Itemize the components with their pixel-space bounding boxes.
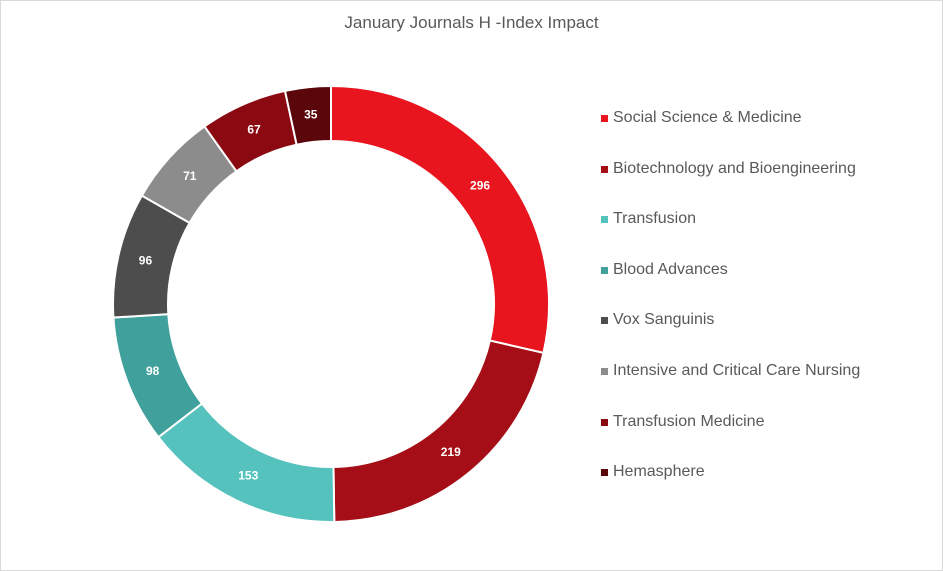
data-label-transfusion-medicine: 67: [247, 123, 261, 137]
data-label-intensive-and-critical-care-nursing: 71: [183, 169, 197, 183]
data-label-biotechnology-and-bioengineering: 219: [441, 445, 461, 459]
data-label-social-science-and-medicine: 296: [470, 178, 490, 192]
donut-data-labels: 296 219 153 98 96 71 67 35: [139, 108, 491, 483]
legend-label: Blood Advances: [613, 260, 728, 278]
donut-slice-hemasphere[interactable]: [283, 84, 332, 146]
chart-title: January Journals H -Index Impact: [344, 13, 599, 32]
chart-legend: Social Science & Medicine Biotechnology a…: [601, 109, 860, 514]
legend-item-intensive-and-critical-care-nursing[interactable]: Intensive and Critical Care Nursing: [601, 362, 860, 413]
legend-swatch: [601, 418, 608, 426]
legend-item-vox-sanguinis[interactable]: Vox Sanguinis: [601, 311, 860, 362]
legend-swatch: [601, 115, 608, 122]
legend-label: Biotechnology and Bioengineering: [613, 159, 856, 177]
legend-item-biotechnology-and-bioengineering[interactable]: Biotechnology and Bioengineering: [601, 160, 860, 211]
legend-label: Vox Sanguinis: [613, 311, 715, 329]
donut-slice-biotechnology-and-bioengineering[interactable]: [332, 339, 545, 523]
donut-slices: [112, 84, 550, 523]
legend-swatch: [601, 469, 608, 477]
donut-slice-social-science-and-medicine[interactable]: [330, 84, 550, 355]
legend-swatch: [601, 165, 608, 173]
legend-item-hemasphere[interactable]: Hemasphere: [601, 463, 860, 514]
legend-swatch: [601, 216, 608, 224]
legend-label: Hemasphere: [613, 463, 705, 481]
legend-swatch: [601, 266, 608, 274]
legend-swatch: [601, 367, 608, 375]
data-label-hemasphere: 35: [304, 108, 318, 122]
legend-item-blood-advances[interactable]: Blood Advances: [601, 261, 860, 312]
legend-label: Transfusion Medicine: [613, 412, 765, 430]
data-label-vox-sanguinis: 96: [139, 254, 153, 268]
legend-swatch: [601, 317, 608, 325]
legend-item-social-science-and-medicine[interactable]: Social Science & Medicine: [601, 109, 860, 160]
legend-item-transfusion[interactable]: Transfusion: [601, 210, 860, 261]
data-label-transfusion: 153: [238, 469, 258, 483]
legend-label: Transfusion: [613, 210, 696, 228]
data-label-blood-advances: 98: [146, 364, 160, 378]
legend-item-transfusion-medicine[interactable]: Transfusion Medicine: [601, 413, 860, 464]
legend-label: Intensive and Critical Care Nursing: [613, 361, 861, 379]
donut-slice-transfusion[interactable]: [156, 402, 336, 523]
legend-label: Social Science & Medicine: [613, 109, 802, 126]
